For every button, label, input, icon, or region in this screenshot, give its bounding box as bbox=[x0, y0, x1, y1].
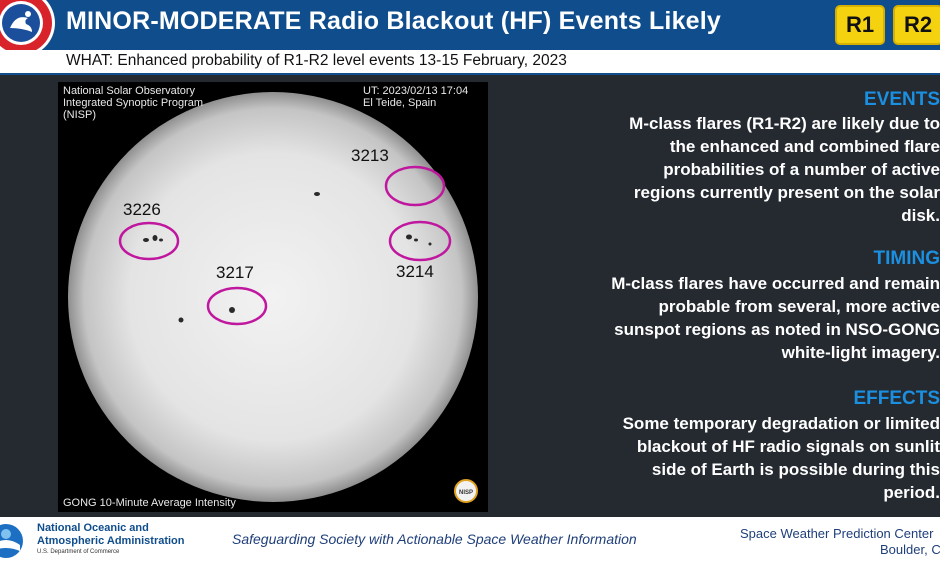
image-timestamp: UT: 2023/02/13 17:04 El Teide, Spain bbox=[363, 85, 483, 109]
nisp-logo-icon bbox=[454, 479, 478, 503]
subtitle: WHAT: Enhanced probability of R1-R2 leve… bbox=[66, 52, 567, 69]
sun-disk bbox=[68, 92, 478, 502]
image-location: El Teide, Spain bbox=[363, 97, 437, 109]
noaa-agency-name: National Oceanic and Atmospheric Adminis… bbox=[37, 522, 185, 547]
scale-badge-r2: R2 bbox=[893, 5, 940, 45]
region-label-3213: 3213 bbox=[351, 146, 389, 165]
header-bar: MINOR-MODERATE Radio Blackout (HF) Event… bbox=[0, 0, 940, 57]
page-title: MINOR-MODERATE Radio Blackout (HF) Event… bbox=[66, 7, 722, 35]
timing-heading: TIMING bbox=[873, 248, 940, 269]
image-caption: GONG 10-Minute Average Intensity bbox=[63, 497, 236, 509]
events-heading: EVENTS bbox=[863, 89, 940, 110]
image-source-text: National Solar Observatory Integrated Sy… bbox=[63, 85, 204, 121]
noaa-department: U.S. Department of Commerce bbox=[37, 549, 120, 555]
effects-body: Some temporary degradation or limited bl… bbox=[622, 414, 940, 502]
region-label-3217: 3217 bbox=[216, 263, 254, 282]
image-ut-time: UT: 2023/02/13 17:04 bbox=[363, 85, 469, 97]
nws-logo-icon bbox=[0, 0, 55, 57]
region-circle-3214 bbox=[388, 220, 452, 262]
sun-disk-graphic: NISP bbox=[68, 92, 478, 503]
footer-tagline: Safeguarding Society with Actionable Spa… bbox=[232, 531, 637, 547]
region-label-3214: 3214 bbox=[396, 262, 434, 281]
region-circle-3217 bbox=[206, 286, 268, 326]
scale-badge-r1: R1 bbox=[835, 5, 885, 45]
footer-bar: National Oceanic and Atmospheric Adminis… bbox=[0, 517, 940, 562]
region-circle-3226 bbox=[118, 221, 180, 261]
effects-heading: EFFECTS bbox=[853, 388, 940, 409]
subtitle-bar: WHAT: Enhanced probability of R1-R2 leve… bbox=[0, 50, 940, 75]
nisp-logo-text: NISP bbox=[459, 490, 473, 496]
swpc-name: Space Weather Prediction Center bbox=[740, 526, 934, 541]
events-body: M-class flares (R1-R2) are likely due to… bbox=[629, 114, 940, 225]
swpc-city: Boulder, CO bbox=[880, 542, 940, 557]
noaa-logo-icon bbox=[0, 524, 23, 558]
timing-body: M-class flares have occurred and remain … bbox=[611, 274, 940, 362]
region-circle-3213 bbox=[384, 165, 446, 207]
solar-image: NISP National Solar Observatory Integrat… bbox=[58, 82, 488, 512]
region-label-3226: 3226 bbox=[123, 200, 161, 219]
